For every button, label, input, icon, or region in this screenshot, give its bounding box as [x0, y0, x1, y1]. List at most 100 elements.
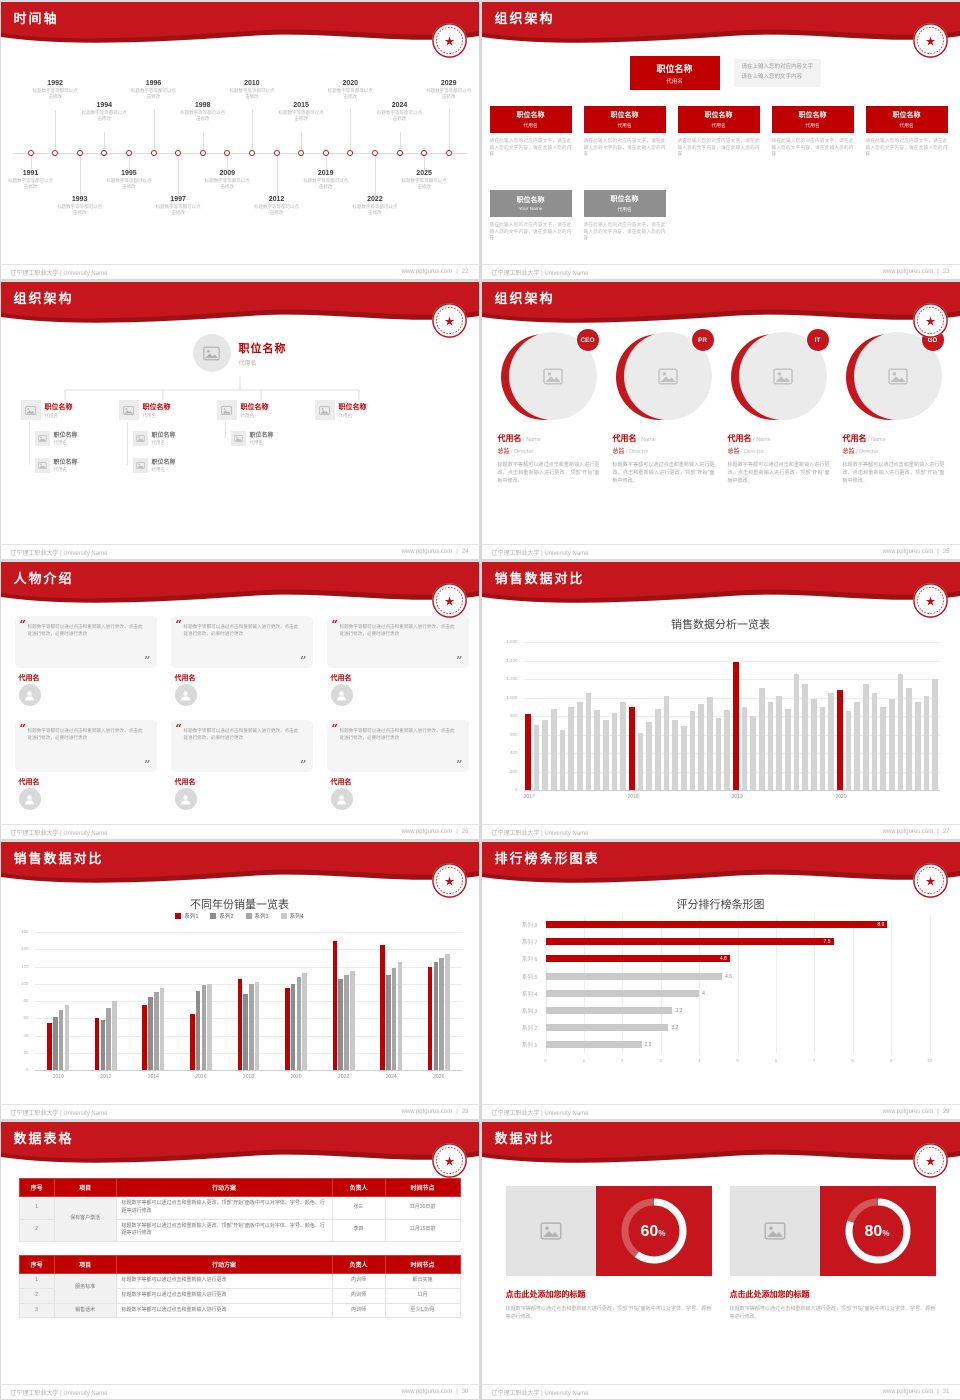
timeline-connector [202, 132, 204, 150]
table-row: 1 保有客户激活 标题数字等都可以通过点击和重新输入更改，顶部“开始”面板中可以对字… [18, 1196, 461, 1242]
header-wave [481, 282, 960, 323]
timeline-caption: 标题数字等等都可以点击修改 [401, 178, 447, 189]
close-quote-icon: ” [300, 758, 307, 771]
footer-site-page: www.pptgurus.com | 24 [402, 549, 469, 555]
compare-content: 60% 点击此处添加您的标题 标题数字等都可以通过点击和重新输入进行更改，顶部“开始… [482, 1168, 960, 1384]
timeline-year: 2010 [244, 80, 260, 87]
org-box-note: 请在此输入您的对应内容文字，请在此输入您的文字内容，请在此输入您的内容 [583, 138, 666, 157]
bar-value: 2.5 [644, 1042, 652, 1049]
bar [819, 706, 826, 790]
position-sub: 代用名 [151, 467, 166, 472]
x-axis-label: 2017 [523, 794, 535, 800]
org-root: 职位名称 代用名 [1, 334, 479, 372]
timeline-caption: 标题数字等等都可以点击修改 [377, 110, 422, 121]
table-cell: 即日实施 [384, 1273, 461, 1289]
footer-site: www.pptgurus.com [401, 829, 453, 835]
gridline [34, 1001, 463, 1002]
timeline-year: 2015 [293, 102, 309, 109]
bar [296, 976, 302, 1070]
x-axis-label: 3 [659, 1057, 662, 1063]
org-sub-connector [126, 422, 128, 465]
table-cell: 标题数字等都可以通过点击和重新输入进行更改 [115, 1302, 333, 1319]
y-axis-label: 800 [509, 713, 518, 718]
bar [533, 725, 540, 790]
bar [47, 1022, 52, 1070]
bar [100, 1019, 106, 1070]
position-sub: 代用名 [151, 440, 166, 445]
bar [897, 674, 904, 790]
org-sub-connector [28, 422, 30, 465]
bar [655, 708, 661, 790]
header-wave [0, 282, 479, 323]
timeline-year: 2019 [317, 170, 334, 177]
timeline-connector [55, 110, 57, 150]
bar [237, 979, 243, 1070]
slide-yearly-sales: 销售数据对比 ★ 不同年份销量一览表 系列1 系列2 系列3 系列4 0 20 40 60 80… [0, 842, 479, 1119]
person-quote-card: “标题数字等都可以通过点击和重新输入进行更改，点击此处进行修改，必要时进行更改 ” [326, 616, 469, 668]
gridline [852, 916, 854, 1054]
bar [195, 990, 201, 1070]
gridline [523, 697, 940, 699]
x-axis-label: 7 [813, 1057, 816, 1063]
org-position-box: 职位名称 代用名 [677, 106, 760, 133]
legend-swatch [245, 913, 252, 919]
bar [433, 962, 439, 1070]
logo-star: ★ [925, 314, 936, 328]
footer-university: 辽宁理工职业大学 | University Name [10, 550, 108, 557]
position-title: 职位名称 [516, 112, 545, 119]
compare-graphic: 80% [729, 1186, 936, 1276]
member-role-en: / Director [854, 449, 879, 455]
slide-org-tree: 组织架构 ★ 职位名称 代用名 职位名称 代用名 职位名称 代用名 职位名称 代用名 职位名称代… [0, 282, 479, 559]
bar [585, 692, 592, 790]
compare-panel: 60% 点击此处添加您的标题 标题数字等都可以通过点击和重新输入进行更改，顶部“开始… [505, 1186, 712, 1322]
image-placeholder-icon [505, 1186, 596, 1276]
slide-header: 销售数据对比 ★ [0, 842, 479, 898]
open-quote-icon: “ [175, 618, 182, 631]
timeline-item: 2020 标题数字等等都可以点击修改 [327, 80, 373, 110]
bar-value: 4.6 [725, 973, 733, 980]
org-sub-node: 职位名称 代用名 [34, 430, 123, 446]
footer-site: www.pptgurus.com [401, 1389, 453, 1395]
footer-site-page: www.pptgurus.com | 22 [402, 269, 469, 275]
org-root-box: 职位名称 代用名 [629, 56, 720, 90]
org-member: IT 代用名 / Name 总监 / Director 标题数字等都可以通过点击和重新… [728, 328, 830, 485]
position-title: 职位名称 [53, 460, 78, 466]
bar [545, 1041, 642, 1049]
bar [889, 699, 895, 790]
org-child-node: 职位名称 代用名 [20, 400, 117, 420]
slide-header: 数据对比 ★ [481, 1122, 960, 1178]
legend-swatch [175, 913, 182, 919]
table-cell: 至少1次/月 [384, 1302, 461, 1319]
bar [397, 962, 403, 1070]
y-axis-label: 600 [509, 731, 518, 737]
bar [545, 972, 723, 980]
bar [629, 706, 635, 790]
footer-separator: | [456, 1109, 458, 1115]
member-desc: 标题数字等都可以通过点击和重新输入进行更改，点击和重新输入进行更改，顶部“开始”… [842, 462, 945, 484]
logo-star: ★ [925, 1154, 936, 1168]
timeline-node [273, 150, 280, 156]
position-title: 职位名称 [249, 433, 274, 439]
bar [159, 988, 165, 1070]
timeline-item: 2012 标题数字等等都可以点击修改 [254, 196, 300, 216]
bar [854, 702, 860, 790]
member-photo: IT [730, 328, 830, 424]
bar [811, 699, 817, 790]
position-sub: 代用名 [666, 78, 683, 85]
footer-site-page: www.pptgurus.com | 28 [402, 1109, 469, 1115]
timeline-caption: 标题数字等等都可以点击修改 [303, 178, 349, 189]
bar [837, 690, 843, 790]
footer-site: www.pptgurus.com [882, 1109, 934, 1115]
timeline-item: 1995 标题数字等等都可以点击修改 [106, 170, 152, 190]
timeline-item: 2022 标题数字等等都可以点击修改 [352, 196, 398, 216]
gridline [523, 642, 940, 643]
table-cell: 服务标准 [53, 1273, 117, 1304]
svg-text:80%: 80% [864, 1223, 889, 1240]
member-photo: CEO [500, 328, 600, 424]
bar [915, 702, 921, 790]
footer-separator: | [456, 549, 458, 555]
bar [545, 938, 834, 946]
bar [568, 706, 574, 790]
root-note-line: 请在上输入您的对应内容文字 [741, 64, 814, 70]
timeline-connector [325, 156, 327, 170]
